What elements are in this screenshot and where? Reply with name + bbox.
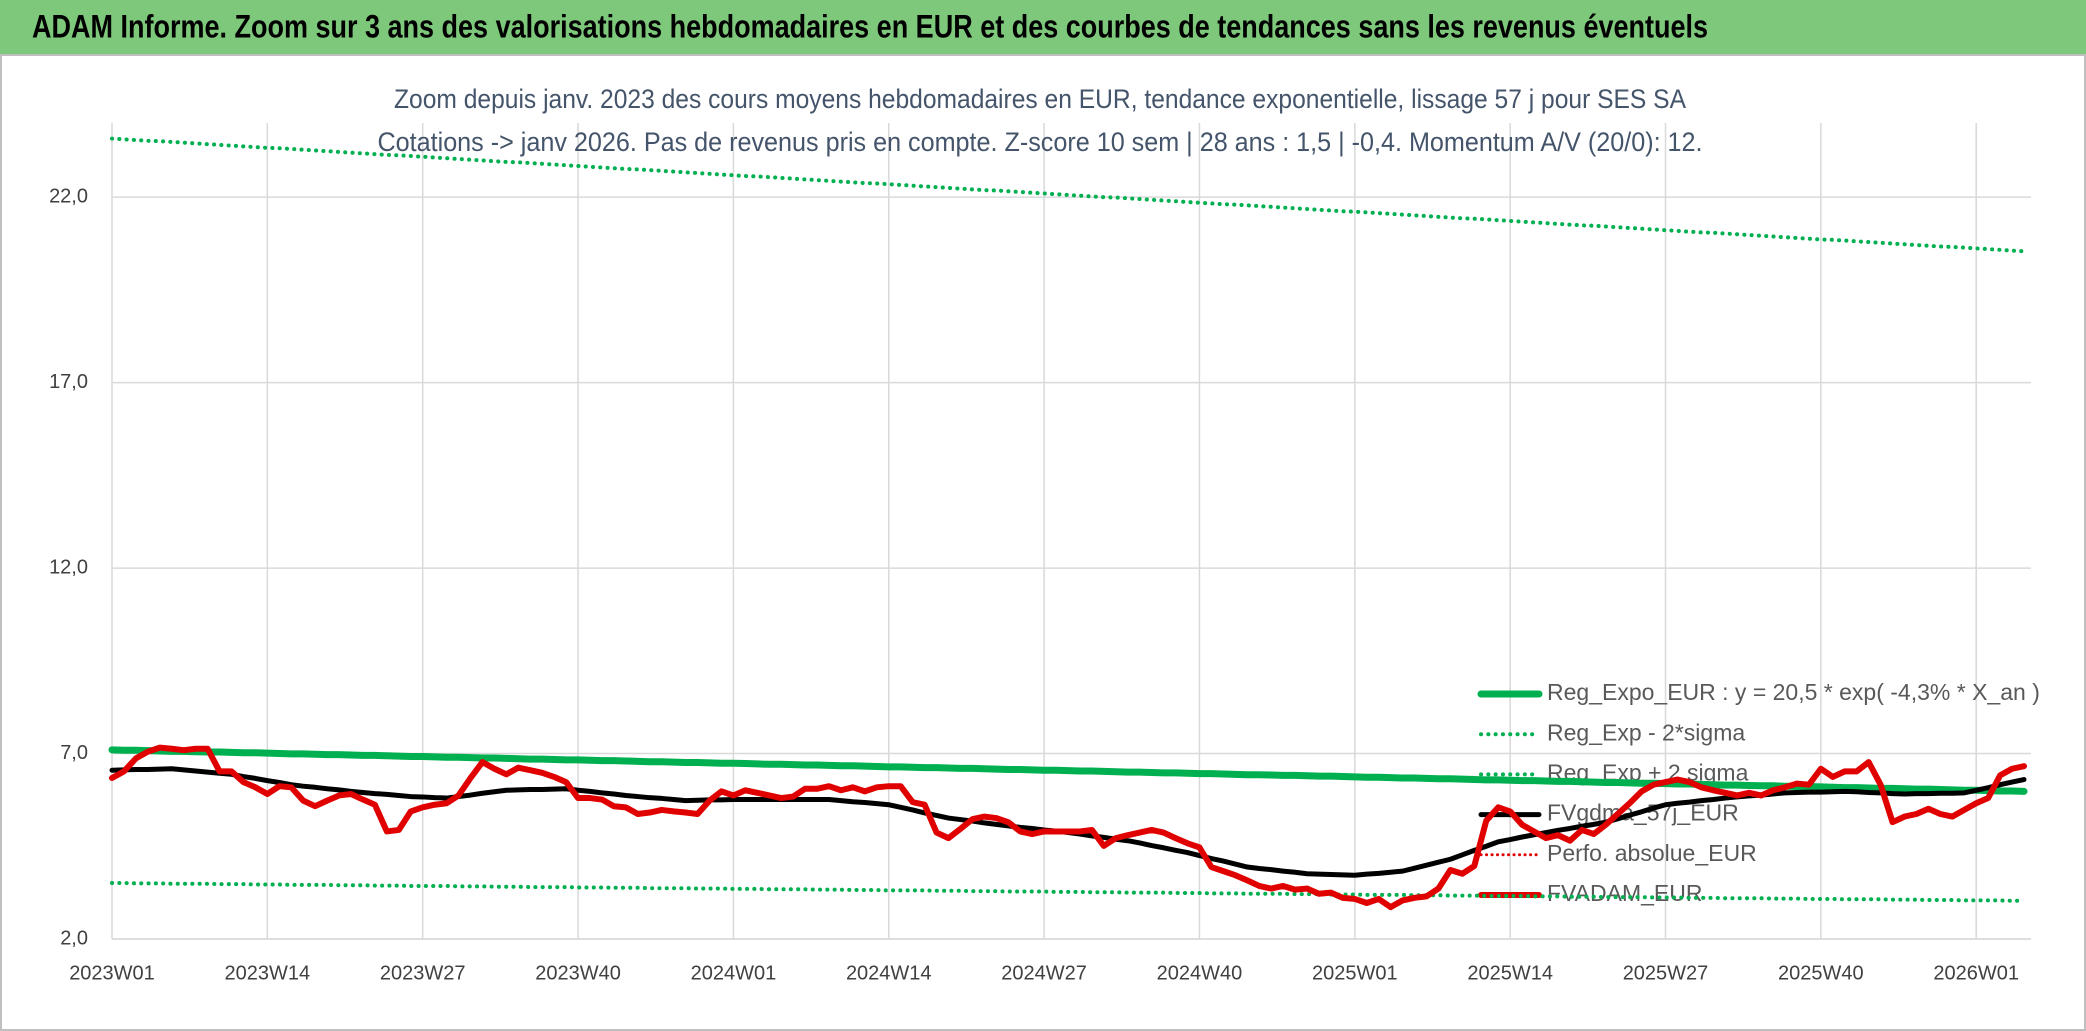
legend-label: Reg_Expo_EUR : y = 20,5 * exp( -4,3% * X… [1547, 679, 2040, 705]
chart-title: Zoom depuis janv. 2023 des cours moyens … [394, 84, 1686, 114]
x-tick-label: 2024W14 [846, 962, 932, 984]
y-tick-label: 2,0 [60, 927, 88, 949]
x-tick-label: 2023W40 [535, 962, 621, 984]
x-tick-label: 2025W01 [1312, 962, 1398, 984]
x-tick-label: 2025W14 [1467, 962, 1553, 984]
chart-border [0, 54, 2086, 1031]
x-tick-label: 2023W01 [69, 962, 155, 984]
y-tick-label: 22,0 [49, 185, 88, 207]
legend-label: Reg_Exp - 2*sigma [1547, 719, 1745, 745]
x-tick-label: 2024W40 [1157, 962, 1243, 984]
series-line [109, 744, 2027, 911]
series-line [108, 746, 2028, 795]
header-title: ADAM Informe. Zoom sur 3 ans des valoris… [32, 8, 1708, 44]
x-tick-label: 2025W27 [1623, 962, 1709, 984]
y-tick-label: 12,0 [49, 556, 88, 578]
x-tick-label: 2023W27 [380, 962, 466, 984]
legend-label: Perfo. absolue_EUR [1547, 840, 1757, 866]
x-tick-label: 2023W14 [225, 962, 311, 984]
x-tick-label: 2025W40 [1778, 962, 1864, 984]
y-tick-label: 17,0 [49, 371, 88, 393]
header-bar [0, 0, 2086, 54]
chart-subtitle: Cotations -> janv 2026. Pas de revenus p… [378, 127, 1703, 157]
x-tick-label: 2026W01 [1933, 962, 2019, 984]
series-line [110, 136, 2026, 254]
x-tick-label: 2024W27 [1001, 962, 1087, 984]
series-line [110, 880, 2026, 903]
x-tick-label: 2024W01 [691, 962, 777, 984]
y-tick-label: 7,0 [60, 742, 88, 764]
legend-label: FVADAM_EUR [1547, 880, 1703, 906]
